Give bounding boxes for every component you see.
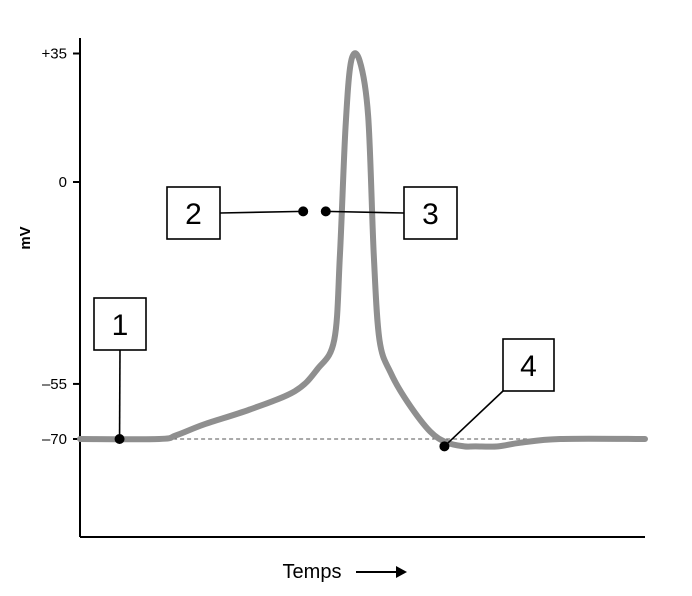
callout-3: 3 xyxy=(320,186,458,240)
callout-point xyxy=(298,206,309,217)
callout-1: 1 xyxy=(93,297,147,444)
callout-point xyxy=(114,434,125,444)
callouts: 1 2 3 4 xyxy=(93,186,555,452)
callout-point xyxy=(439,441,450,452)
y-tick-label: 0 xyxy=(59,174,67,191)
callout-label: 2 xyxy=(185,198,202,231)
callout-leader-line xyxy=(325,210,405,214)
callout-4: 4 xyxy=(439,338,555,452)
x-axis-title: Temps xyxy=(283,561,407,583)
callout-box xyxy=(166,186,221,240)
callout-leader-line xyxy=(443,390,504,447)
callout-box xyxy=(403,186,458,240)
y-ticks: +35 0 –55 –70 xyxy=(42,46,80,448)
y-axis-label: mV xyxy=(17,226,34,249)
callout-point xyxy=(320,206,331,217)
callout-box xyxy=(502,338,555,392)
callout-label: 1 xyxy=(112,309,129,342)
callout-leader-line xyxy=(219,210,304,214)
y-tick-label: –70 xyxy=(42,431,67,448)
callout-label: 4 xyxy=(520,350,537,383)
axes xyxy=(79,38,645,538)
y-tick-label: +35 xyxy=(42,46,67,63)
membrane-potential-trace xyxy=(77,50,648,450)
callout-label: 3 xyxy=(422,198,439,231)
x-axis-label: Temps xyxy=(283,561,342,583)
callout-2: 2 xyxy=(166,186,309,240)
arrow-right-icon xyxy=(356,566,407,578)
y-tick-label: –55 xyxy=(42,376,67,393)
callout-box xyxy=(93,297,147,351)
